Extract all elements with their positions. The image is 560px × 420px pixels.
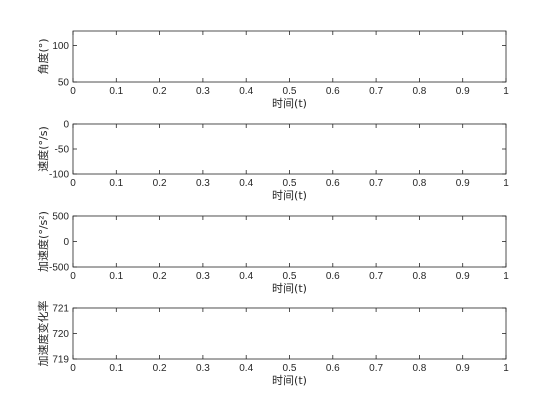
x-tick-label: 0.1	[109, 363, 123, 374]
x-tick-label: 1	[503, 86, 509, 97]
x-tick-label: 0.9	[456, 363, 470, 374]
x-tick-label: 0.8	[412, 178, 426, 189]
y-axis-label: 加速度(°/s²)	[36, 211, 50, 272]
x-tick-label: 0.2	[153, 178, 167, 189]
x-tick-label: 0.9	[456, 271, 470, 282]
axes-frame	[72, 215, 507, 268]
y-tick-label: 50	[58, 78, 70, 89]
y-tick-label: 0	[63, 120, 69, 131]
x-tick-label: 0.7	[369, 363, 383, 374]
x-axis-label: 时间(t)	[272, 374, 307, 387]
x-tick-label: 0.5	[283, 271, 297, 282]
x-tick-label: 0.5	[283, 363, 297, 374]
y-tick-label: 721	[52, 304, 69, 315]
x-tick-label: 0.2	[153, 363, 167, 374]
x-tick-label: 0.9	[456, 86, 470, 97]
chart-2: 0 0.1 0.2 0.3 0.4 0.5 0.6 0.7 0.8 0.9 1 -100 -50 0 时间(…	[36, 120, 509, 203]
axes-frame	[72, 30, 507, 83]
y-tick-label: 720	[52, 329, 69, 340]
y-axis-label: 加速度变化率	[36, 301, 50, 367]
x-tick-label: 0.1	[109, 271, 123, 282]
x-tick-label: 0.7	[369, 178, 383, 189]
x-tick-label: 0.4	[239, 178, 253, 189]
x-tick-label: 0.4	[239, 86, 253, 97]
x-tick-label: 1	[503, 271, 509, 282]
x-tick-label: 0.4	[239, 363, 253, 374]
y-axis-label: 角度(°)	[36, 38, 50, 74]
x-tick-label: 0.3	[196, 363, 210, 374]
x-axis-label: 时间(t)	[272, 97, 307, 110]
x-axis-label: 时间(t)	[272, 189, 307, 202]
x-tick-label: 1	[503, 178, 509, 189]
x-tick-label: 0	[70, 363, 76, 374]
y-axis-label: 速度(°/s)	[36, 126, 50, 172]
chart-3: 0 0.1 0.2 0.3 0.4 0.5 0.6 0.7 0.8 0.9 1-5000500时间(…	[36, 211, 509, 295]
x-tick-label: 0.7	[369, 271, 383, 282]
x-tick-label: 0.2	[153, 271, 167, 282]
chart-4: 0 0.1 0.2 0.3 0.4 0.5 0.6 0.7 0.8 0.9 1 719 720 721 时间…	[36, 301, 509, 388]
axes-frame	[72, 123, 507, 175]
x-tick-label: 0.5	[283, 86, 297, 97]
axes-frame	[72, 307, 507, 360]
x-axis-label: 时间(t)	[272, 282, 307, 295]
y-tick-label: -500	[49, 263, 69, 274]
x-tick-label: 0.3	[196, 86, 210, 97]
x-tick-label: 0.1	[109, 178, 123, 189]
x-tick-label: 0	[70, 86, 76, 97]
x-tick-label: 0.7	[369, 86, 383, 97]
y-tick-label: 100	[52, 41, 69, 52]
x-tick-label: 0.6	[326, 86, 340, 97]
y-tick-label: 0	[63, 237, 69, 248]
x-tick-label: 1	[503, 363, 509, 374]
x-tick-label: 0.3	[196, 178, 210, 189]
y-tick-label: -100	[49, 170, 69, 181]
x-tick-label: 0.5	[283, 178, 297, 189]
x-tick-label: 0.6	[326, 271, 340, 282]
y-tick-label: -50	[55, 145, 70, 156]
x-tick-label: 0.4	[239, 271, 253, 282]
y-tick-label: 500	[52, 212, 69, 223]
y-tick-label: 719	[52, 355, 69, 366]
x-tick-label: 0.9	[456, 178, 470, 189]
x-tick-label: 0.1	[109, 86, 123, 97]
x-tick-label: 0.8	[412, 86, 426, 97]
x-tick-label: 0.3	[196, 271, 210, 282]
x-tick-label: 0	[70, 271, 76, 282]
x-tick-label: 0.6	[326, 363, 340, 374]
x-tick-label: 0.8	[412, 271, 426, 282]
chart-1: 0 0.1 0.2 0.3 0.4 0.5 0.6 0.7 0.8 0.9 1 50 100 时间(t) 角…	[36, 30, 509, 110]
x-tick-label: 0	[70, 178, 76, 189]
x-tick-label: 0.2	[153, 86, 167, 97]
x-tick-label: 0.6	[326, 178, 340, 189]
x-tick-label: 0.8	[412, 363, 426, 374]
